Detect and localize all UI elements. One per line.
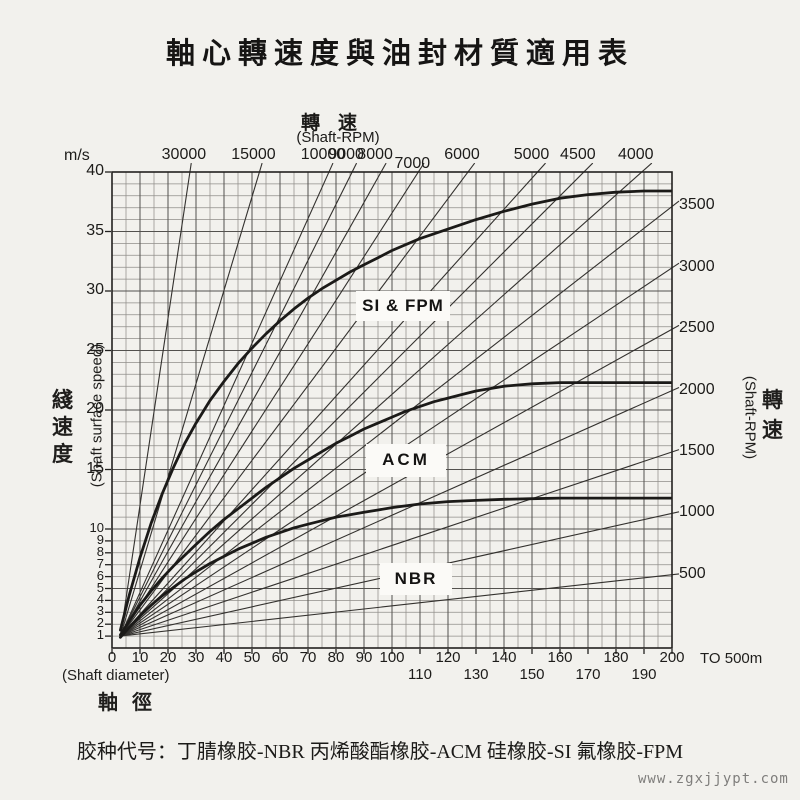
materials-legend-caption: 胶种代号：丁腈橡胶-NBR 丙烯酸酯橡胶-ACM 硅橡胶-SI 氟橡胶-FPM: [76, 741, 684, 763]
left-axis-title-cjk: 綫速度: [52, 389, 73, 466]
top-axis-title-cjk: 轉速: [300, 113, 375, 134]
x-axis-extension-note: TO 500m: [700, 650, 763, 667]
page-title: 軸心轉速度與油封材質適用表: [165, 38, 634, 70]
top-axis-title-en: (Shaft-RPM): [296, 129, 380, 146]
watermark-url: www.zgxjjypt.com: [638, 771, 789, 787]
x-axis-title-en: (Shaft diameter): [62, 667, 170, 684]
y-axis-unit-label: m/s: [64, 147, 90, 164]
x-axis-title-cjk: 軸徑: [98, 692, 166, 714]
right-axis-title-cjk: 轉速: [762, 389, 783, 442]
